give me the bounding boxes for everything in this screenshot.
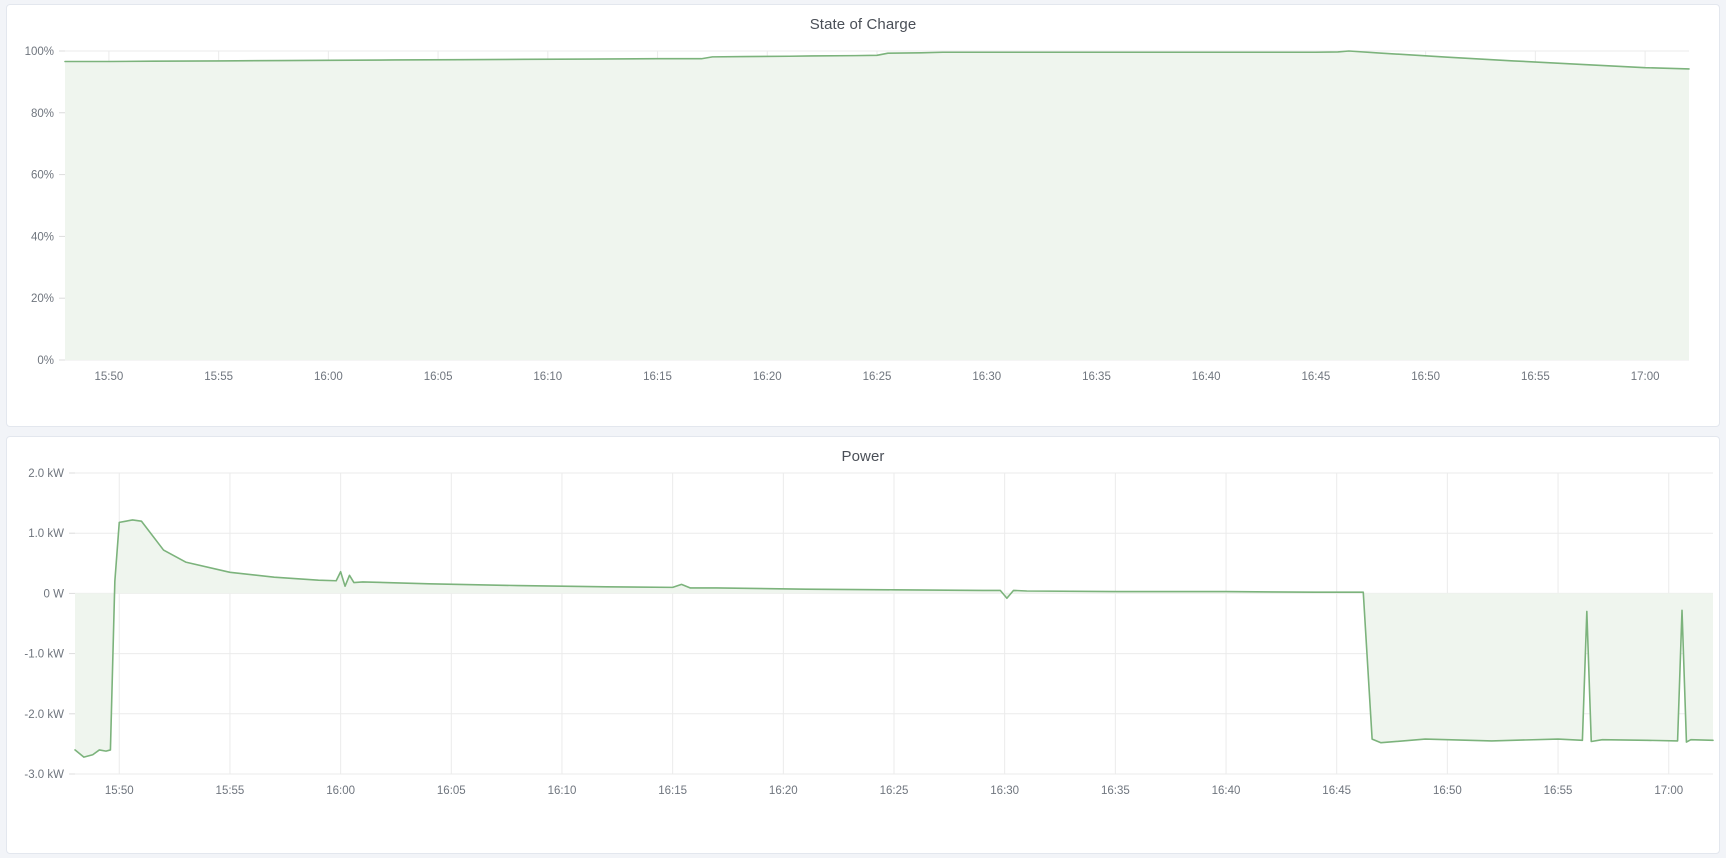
y-tick-label: -2.0 kW bbox=[24, 709, 64, 721]
series-line bbox=[64, 50, 1690, 70]
x-tick-label: 16:40 bbox=[1212, 785, 1241, 797]
x-tick-label: 16:20 bbox=[769, 785, 798, 797]
x-tick-label: 16:15 bbox=[643, 371, 672, 383]
x-tick-label: 16:10 bbox=[548, 785, 577, 797]
panel-title-power: Power bbox=[841, 448, 885, 465]
panel-power: Power -3.0 kW -2.0 kW -1.0 kW 0 W 1.0 kW 2.0 … bbox=[6, 436, 1720, 854]
x-tick-label: 16:25 bbox=[863, 371, 892, 383]
series-line bbox=[74, 519, 1714, 758]
panel-state-of-charge: State of Charge 0% 20% 40% 60% 80% 100% 15:50 1… bbox=[6, 4, 1720, 427]
x-tick-label: 16:45 bbox=[1302, 371, 1331, 383]
x-tick-label: 17:00 bbox=[1631, 371, 1660, 383]
x-tick-label: 16:05 bbox=[424, 371, 453, 383]
x-tick-label: 16:25 bbox=[880, 785, 909, 797]
y-tick-label: 100% bbox=[25, 46, 54, 58]
x-tick-label: 15:55 bbox=[216, 785, 245, 797]
x-tick-label: 15:50 bbox=[105, 785, 134, 797]
y-tick-label: 20% bbox=[31, 293, 54, 305]
x-tick-label: 16:20 bbox=[753, 371, 782, 383]
y-tick-label: -3.0 kW bbox=[24, 769, 64, 781]
series-area bbox=[65, 51, 1689, 360]
state-of-charge-plot[interactable]: 0% 20% 40% 60% 80% 100% 15:50 15:55 16:00 16:05 16… bbox=[7, 5, 1720, 426]
x-tick-label: 15:50 bbox=[95, 371, 124, 383]
y-tick-label: 0% bbox=[37, 355, 54, 367]
x-tick-label: 16:05 bbox=[437, 785, 466, 797]
y-tick-label: 0 W bbox=[44, 588, 65, 600]
x-tick-label: 16:55 bbox=[1521, 371, 1550, 383]
x-tick-label: 16:45 bbox=[1322, 785, 1351, 797]
x-tick-label: 16:50 bbox=[1411, 371, 1440, 383]
x-tick-label: 16:30 bbox=[972, 371, 1001, 383]
x-tick-label: 16:00 bbox=[314, 371, 343, 383]
x-tick-label: 16:55 bbox=[1544, 785, 1573, 797]
y-tick-label: 80% bbox=[31, 108, 54, 120]
power-plot[interactable]: -3.0 kW -2.0 kW -1.0 kW 0 W 1.0 kW 2.0 kW 15:5… bbox=[7, 437, 1720, 853]
y-tick-label: 60% bbox=[31, 170, 54, 182]
x-tick-label: 15:55 bbox=[204, 371, 233, 383]
grid-lines bbox=[75, 472, 1713, 775]
x-tick-label: 17:00 bbox=[1654, 785, 1683, 797]
y-tick-label: -1.0 kW bbox=[24, 649, 64, 661]
y-tick-label: 1.0 kW bbox=[28, 528, 64, 540]
x-tick-label: 16:35 bbox=[1082, 371, 1111, 383]
x-tick-label: 16:10 bbox=[533, 371, 562, 383]
series-area bbox=[75, 519, 1713, 758]
panel-title-state-of-charge: State of Charge bbox=[809, 16, 917, 33]
x-tick-label: 16:00 bbox=[326, 785, 355, 797]
y-tick-label: 2.0 kW bbox=[28, 468, 64, 480]
y-tick-label: 40% bbox=[31, 231, 54, 243]
x-tick-label: 16:50 bbox=[1433, 785, 1462, 797]
x-tick-label: 16:30 bbox=[990, 785, 1019, 797]
x-tick-label: 16:35 bbox=[1101, 785, 1130, 797]
chart-state-of-charge[interactable]: 0% 20% 40% 60% 80% 100% 15:50 15:55 16:00 16:05 16… bbox=[7, 5, 1719, 426]
x-tick-label: 16:15 bbox=[658, 785, 687, 797]
x-tick-label: 16:40 bbox=[1192, 371, 1221, 383]
chart-power[interactable]: -3.0 kW -2.0 kW -1.0 kW 0 W 1.0 kW 2.0 kW 15:5… bbox=[7, 437, 1719, 853]
